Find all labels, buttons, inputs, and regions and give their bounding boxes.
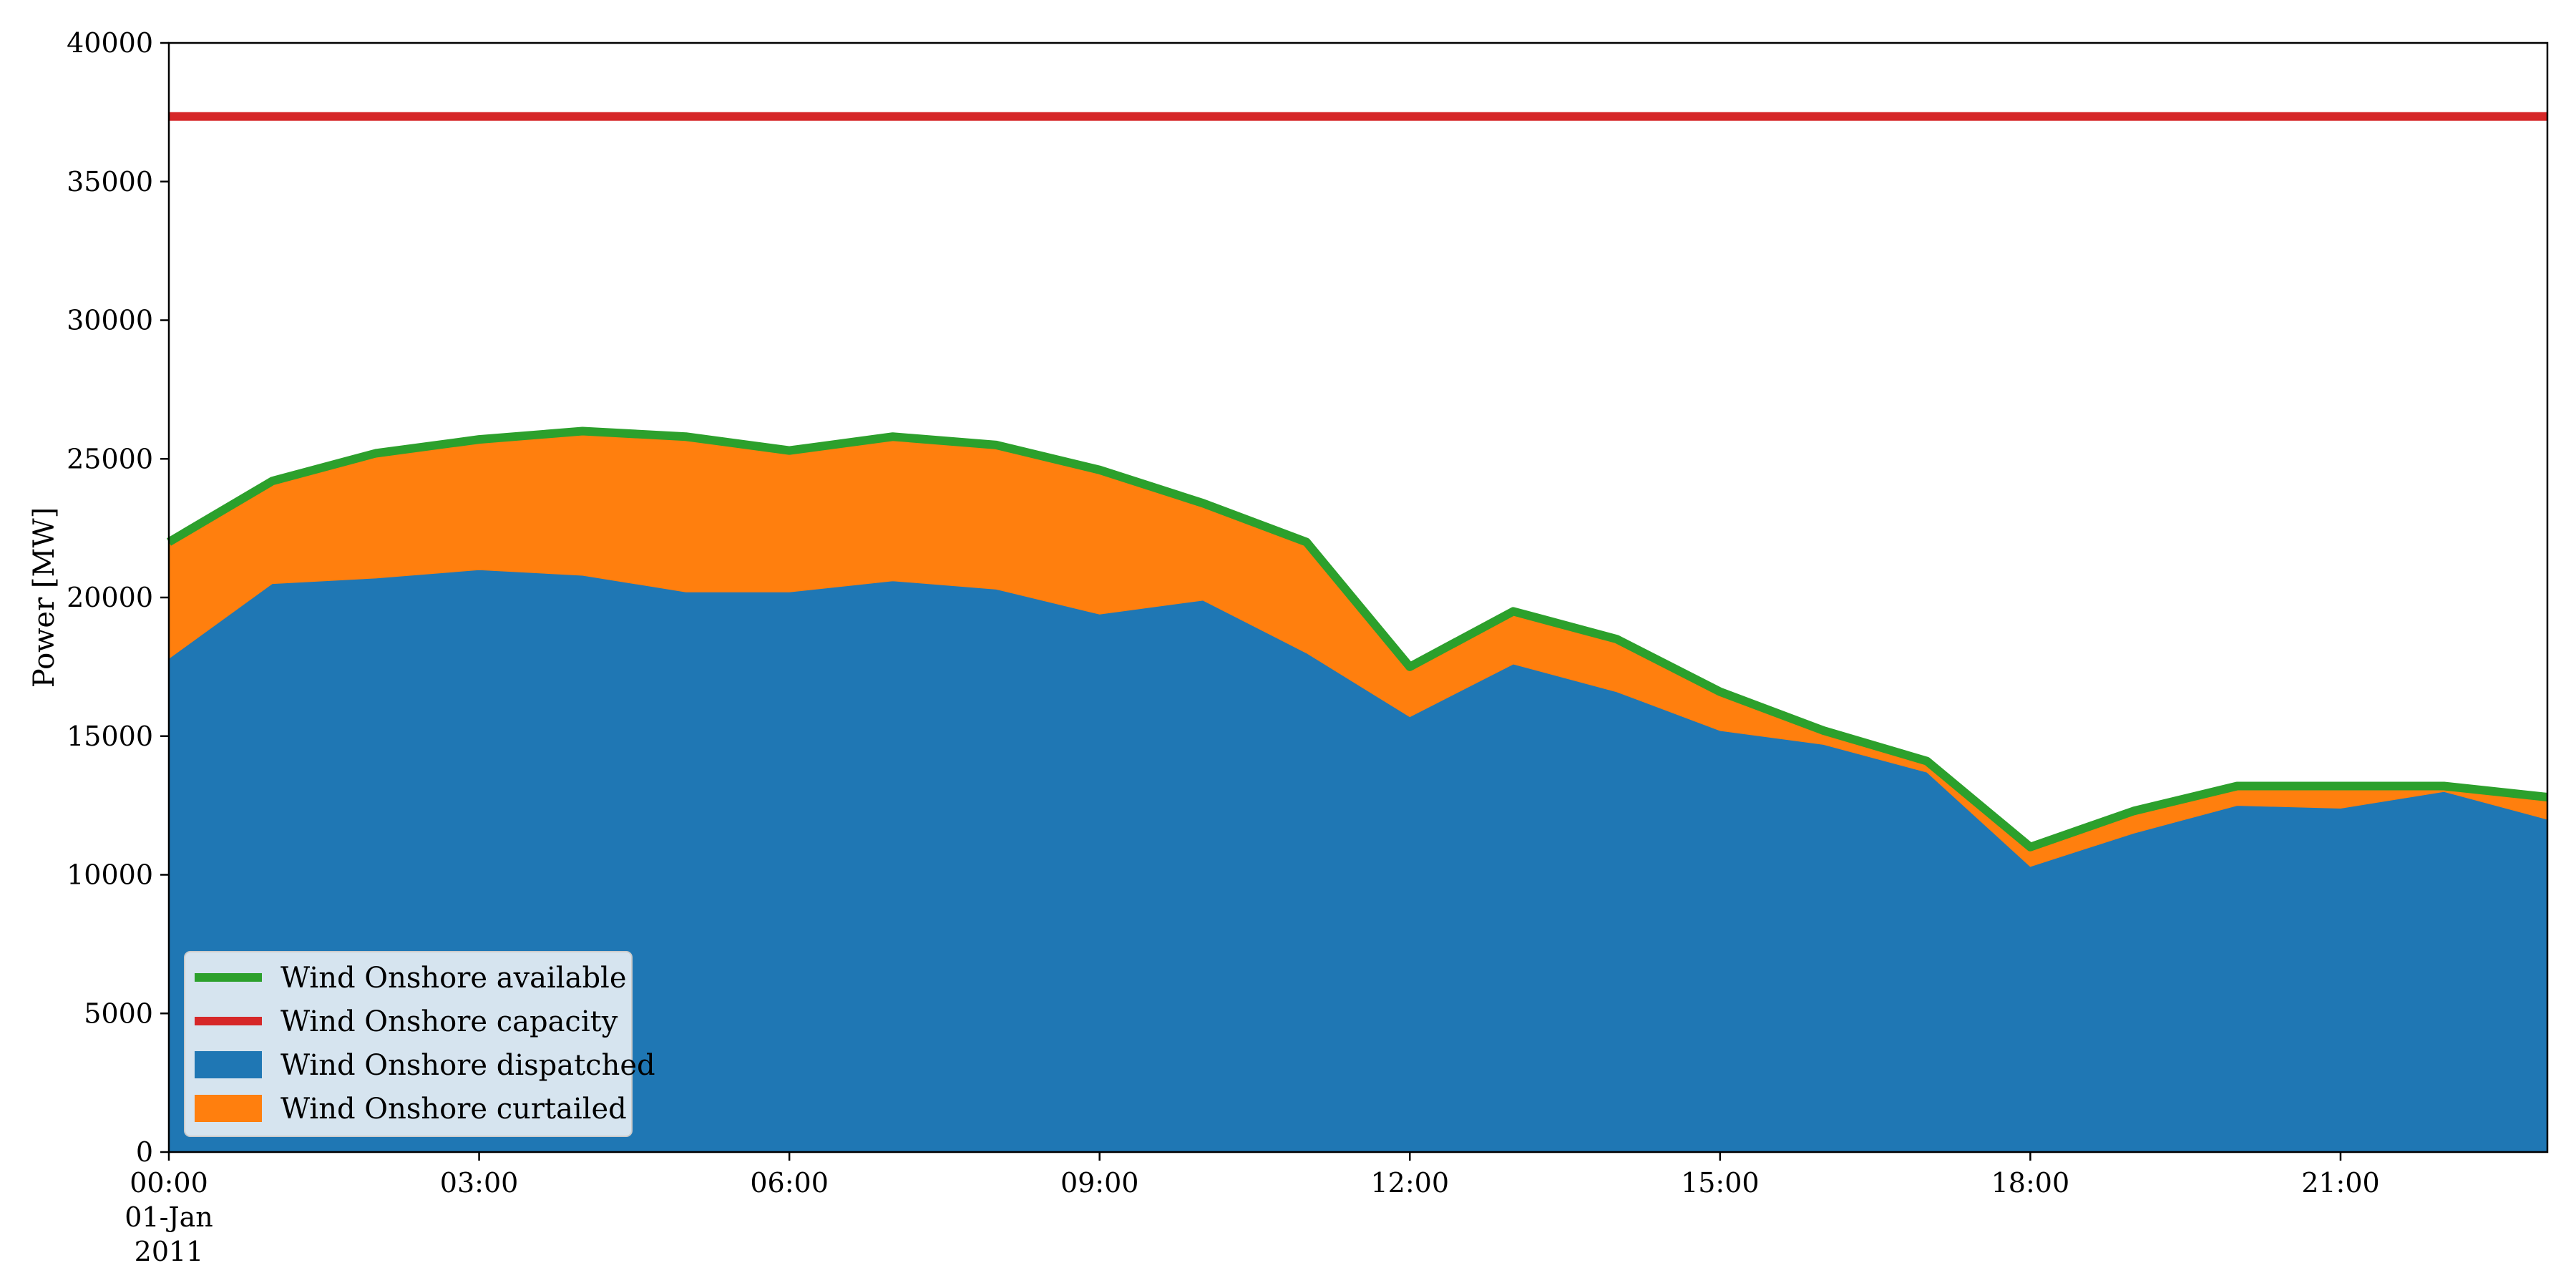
y-tick-label: 25000 — [67, 443, 153, 474]
legend-label-wind-onshore-curtailed: Wind Onshore curtailed — [280, 1093, 627, 1126]
y-axis: 0 5000 10000 15000 20000 25000 30000 35000 40000 — [67, 27, 169, 1168]
legend-swatch-wind-onshore-dispatched — [195, 1051, 262, 1078]
legend-label-wind-onshore-capacity: Wind Onshore capacity — [280, 1005, 618, 1038]
x-tick-label: 21:00 — [2301, 1167, 2380, 1199]
x-tick-sublabel: 01-Jan — [125, 1201, 213, 1233]
legend: Wind Onshore available Wind Onshore capac… — [184, 951, 655, 1137]
line-layer — [166, 112, 2548, 852]
x-tick-label: 15:00 — [1681, 1167, 1760, 1199]
x-tick-label: 18:00 — [1991, 1167, 2070, 1199]
y-tick-label: 35000 — [67, 166, 153, 197]
y-tick-label: 30000 — [67, 305, 153, 336]
y-axis-label: Power [MW] — [28, 507, 61, 688]
y-tick-label: 15000 — [67, 721, 153, 752]
legend-box — [184, 951, 633, 1137]
legend-label-wind-onshore-available: Wind Onshore available — [280, 962, 627, 995]
legend-swatch-wind-onshore-curtailed — [195, 1095, 262, 1122]
y-tick-label: 5000 — [84, 997, 153, 1029]
x-tick-label: 00:00 — [130, 1167, 208, 1199]
x-tick-label: 03:00 — [440, 1167, 519, 1199]
x-tick-label: 06:00 — [750, 1167, 829, 1199]
y-tick-label: 20000 — [67, 582, 153, 613]
x-tick-label: 12:00 — [1371, 1167, 1450, 1199]
line-wind-onshore-available — [166, 426, 2548, 852]
x-tick-label: 09:00 — [1060, 1167, 1139, 1199]
x-tick-sublabel: 2011 — [135, 1236, 204, 1267]
y-tick-label: 10000 — [67, 859, 153, 891]
y-tick-label: 40000 — [67, 27, 153, 59]
legend-label-wind-onshore-dispatched: Wind Onshore dispatched — [280, 1049, 655, 1082]
y-tick-label: 0 — [136, 1136, 153, 1168]
